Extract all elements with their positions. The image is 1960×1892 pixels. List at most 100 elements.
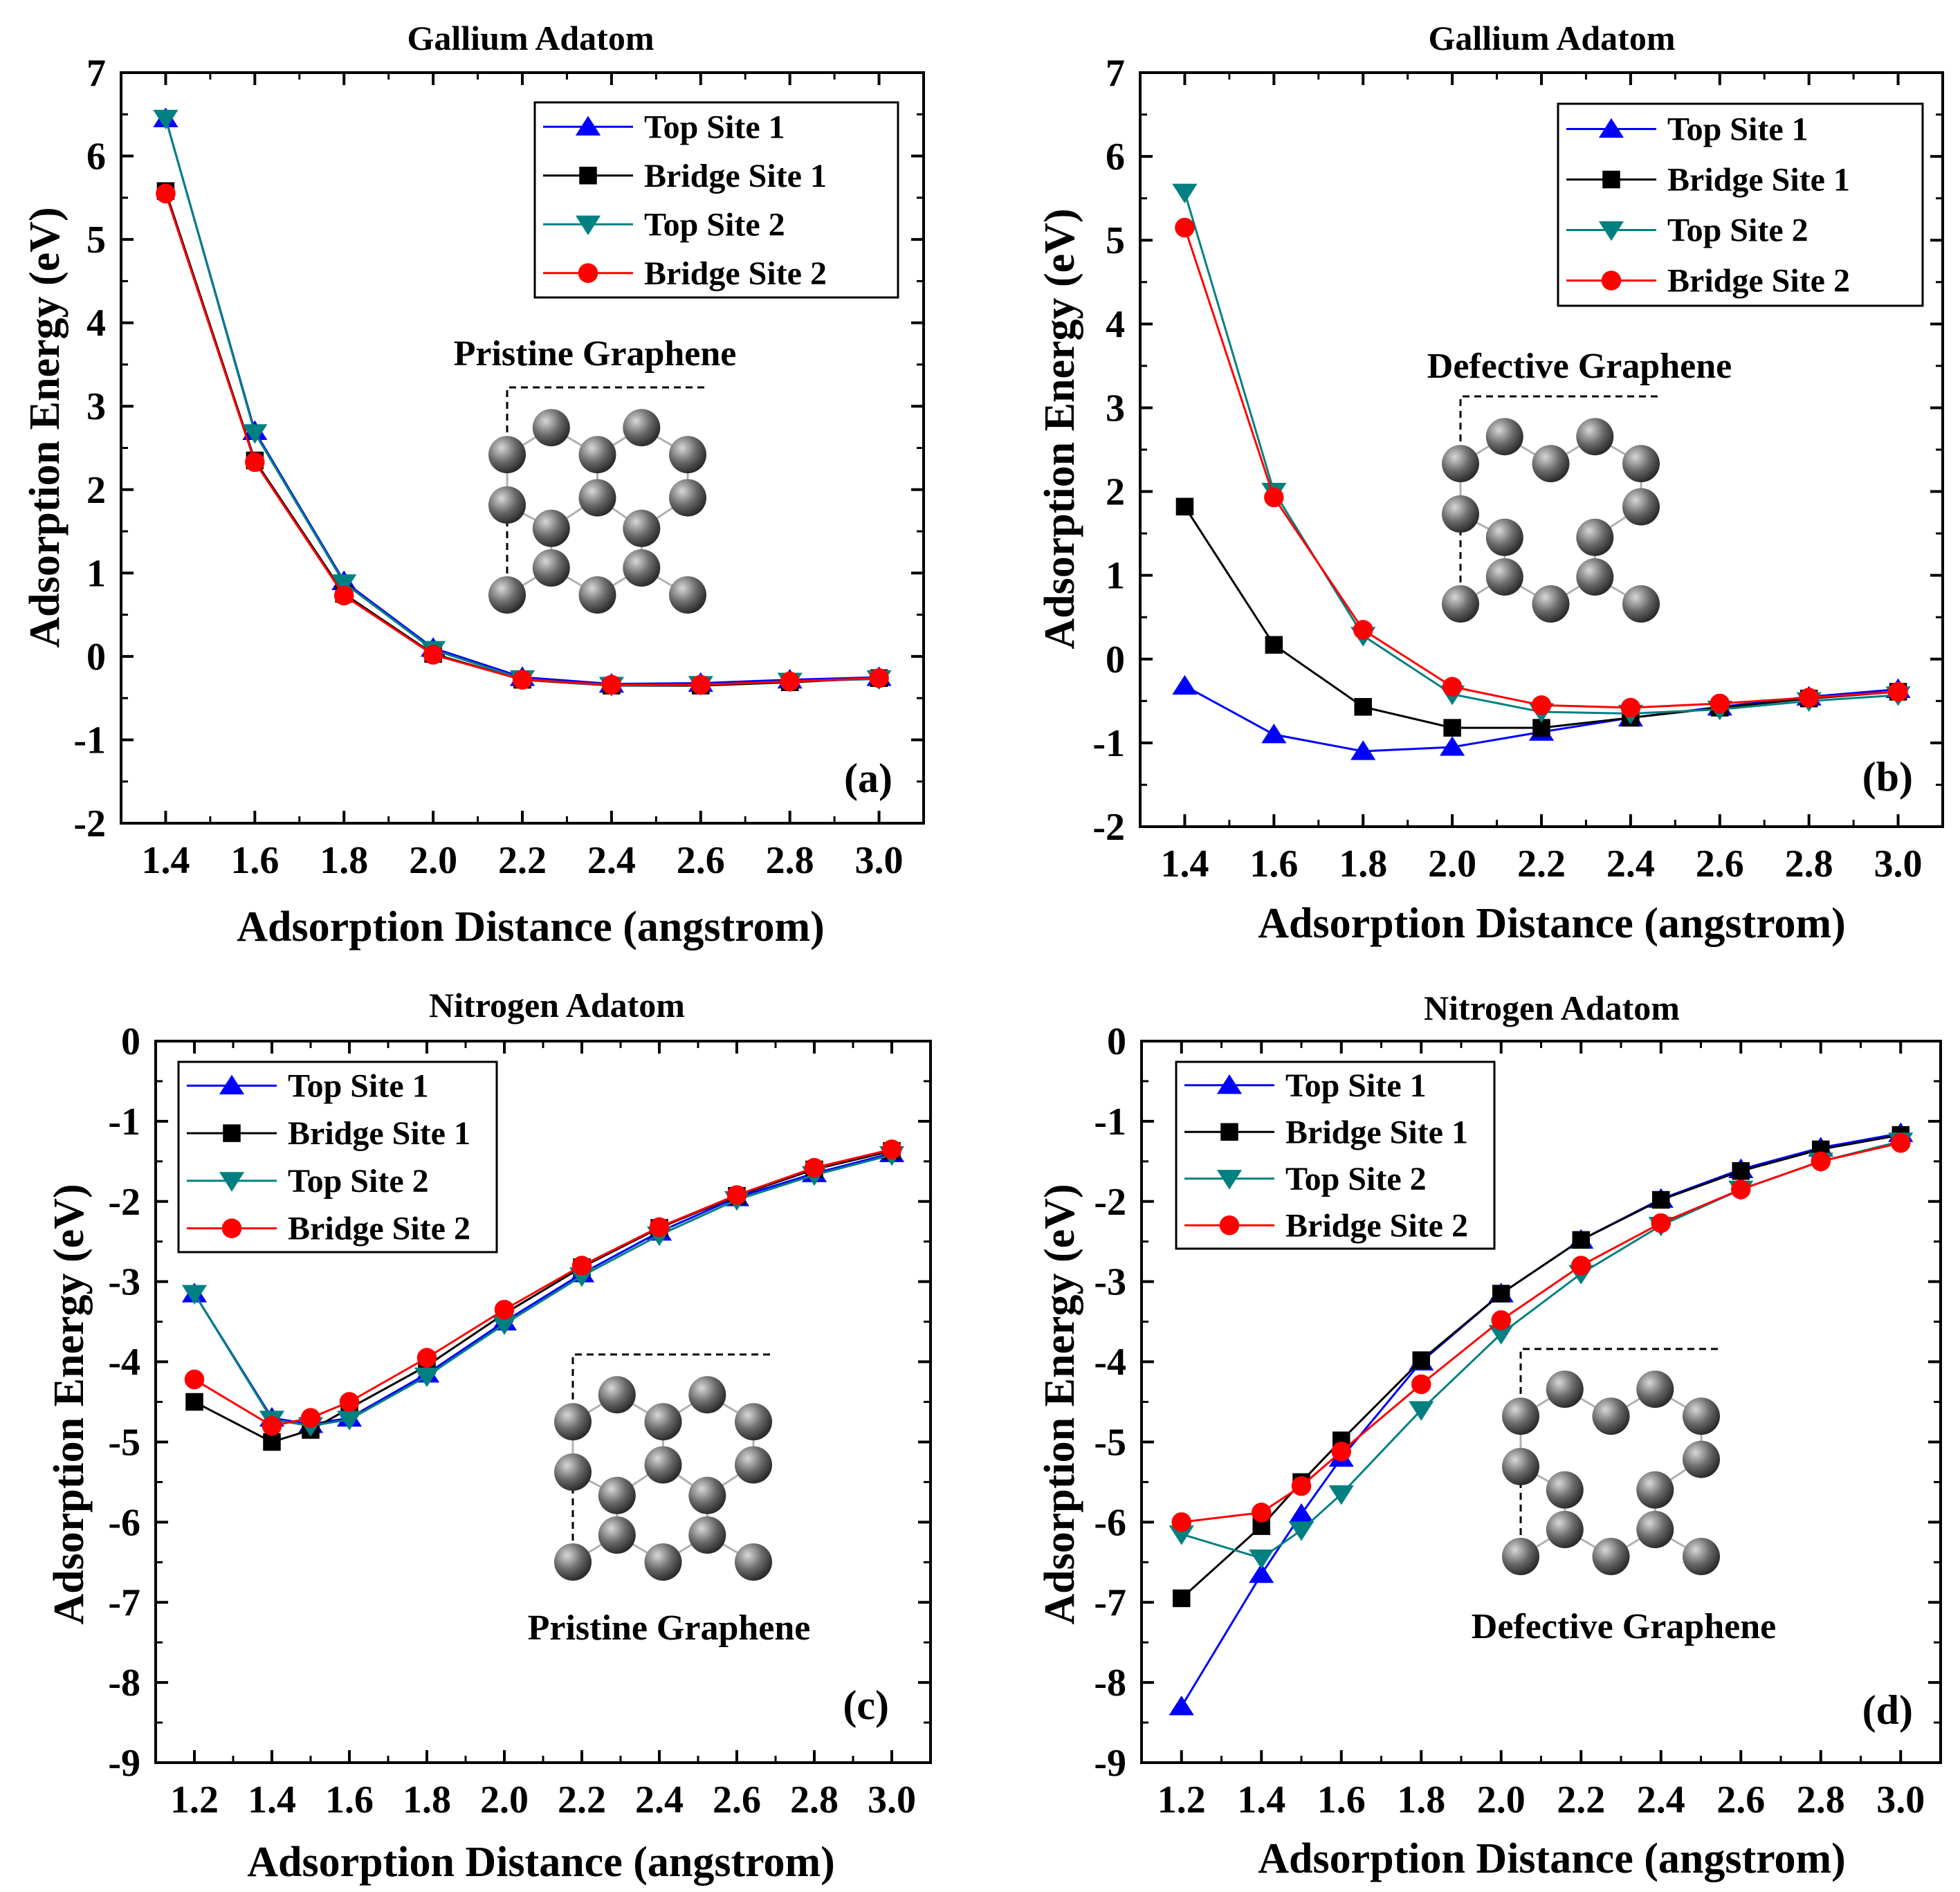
data-point	[1175, 217, 1195, 238]
carbon-atom	[1622, 445, 1660, 483]
chart-title: Gallium Adatom	[407, 19, 654, 57]
y-tick-label: -5	[1094, 1421, 1126, 1464]
y-tick-label: 3	[1106, 387, 1125, 430]
data-point	[1731, 1179, 1751, 1200]
carbon-atom	[623, 509, 661, 547]
y-tick-label: -1	[1092, 722, 1125, 765]
x-tick-label: 2.0	[1477, 1779, 1526, 1821]
chart-title: Nitrogen Adatom	[1424, 989, 1680, 1027]
y-tick-label: -2	[1094, 1181, 1126, 1224]
x-tick-label: 1.6	[1249, 843, 1298, 885]
legend-item: Top Site 1	[187, 1067, 429, 1104]
data-point	[601, 674, 622, 695]
data-point	[1412, 1351, 1430, 1369]
data-point	[1353, 620, 1373, 640]
data-point	[1169, 1696, 1194, 1716]
data-point	[1442, 677, 1463, 697]
data-point	[1172, 674, 1198, 695]
data-point	[1571, 1256, 1591, 1276]
data-point	[1261, 724, 1287, 744]
data-point	[1249, 1549, 1274, 1570]
x-tick-label: 1.2	[1157, 1779, 1206, 1821]
legend-marker	[1219, 1215, 1240, 1236]
legend-label: Bridge Site 2	[1667, 263, 1850, 300]
carbon-atom	[1485, 418, 1523, 456]
y-tick-label: -1	[1094, 1101, 1126, 1144]
carbon-atom	[532, 509, 570, 547]
legend-label: Top Site 1	[1285, 1067, 1427, 1104]
legend-label: Bridge Site 1	[644, 158, 827, 194]
data-point	[414, 1367, 440, 1388]
y-tick-label: 0	[1107, 1020, 1126, 1063]
carbon-atom	[1622, 585, 1660, 623]
carbon-atom	[1532, 445, 1570, 483]
legend-label: Top Site 1	[1667, 111, 1808, 148]
carbon-atom	[1442, 495, 1479, 533]
legend-marker	[1601, 270, 1622, 291]
x-tick-label: 2.2	[558, 1779, 606, 1821]
data-point	[1620, 697, 1641, 718]
data-point	[649, 1217, 670, 1238]
data-point	[1572, 1231, 1590, 1249]
x-tick-label: 2.2	[1557, 1779, 1605, 1821]
x-tick-label: 2.4	[1637, 1779, 1685, 1821]
y-tick-label: 4	[86, 302, 106, 345]
legend-item: Bridge Site 2	[1566, 263, 1850, 300]
y-tick-label: -8	[1094, 1662, 1126, 1705]
carbon-atom	[1636, 1370, 1674, 1408]
carbon-atom	[1502, 1538, 1539, 1575]
legend-marker	[219, 1172, 245, 1192]
carbon-atom	[532, 549, 570, 587]
y-tick-label: 3	[86, 385, 106, 428]
inset-dashed-border	[1459, 395, 1661, 618]
series-bridge-site-2	[184, 1139, 902, 1436]
y-tick-label: 2	[86, 469, 106, 512]
x-tick-label: 2.2	[498, 839, 547, 882]
y-tick-label: 2	[1106, 471, 1125, 514]
legend-marker	[575, 215, 601, 235]
data-point	[416, 1348, 437, 1368]
x-tick-label: 1.2	[170, 1779, 219, 1821]
data-point	[263, 1433, 281, 1451]
inset-label: Pristine Graphene	[528, 1608, 811, 1648]
carbon-atom	[669, 576, 706, 614]
data-point	[869, 668, 889, 688]
legend-item: Top Site 1	[1184, 1067, 1427, 1104]
data-point	[1439, 736, 1465, 756]
plot-area: 1.2 1.4 1.6 1.8 2.0 2.2 2.4 2.6 2.8 3.0 -9 -8 -7 -6 -5…	[108, 1020, 932, 1821]
x-tick-label: 2.6	[1716, 1779, 1765, 1821]
plot-area: 1.2 1.4 1.6 1.8 2.0 2.2 2.4 2.6 2.8 3.0 -9 -8 -7 -6 -5…	[1094, 1020, 1942, 1821]
carbon-atom	[669, 479, 706, 517]
legend-label: Bridge Site 1	[1667, 162, 1850, 199]
carbon-atom	[1576, 558, 1614, 596]
data-point	[1732, 1161, 1750, 1180]
carbon-atom	[688, 1476, 726, 1514]
carbon-atom	[688, 1516, 726, 1554]
y-tick-label: 7	[86, 52, 106, 95]
carbon-atom	[735, 1446, 772, 1484]
data-point	[1173, 1589, 1191, 1608]
x-tick-label: 3.0	[868, 1779, 916, 1821]
data-point	[184, 1369, 205, 1390]
data-point	[1169, 1525, 1194, 1545]
y-axis-label: Adsorption Energy (eV)	[1036, 208, 1083, 649]
x-axis-label: Adsorption Distance (angstrom)	[237, 903, 825, 950]
x-tick-label: 2.8	[766, 839, 814, 882]
x-tick-label: 3.0	[1876, 1779, 1925, 1821]
carbon-atom	[1546, 1511, 1584, 1548]
carbon-atom	[1683, 1440, 1720, 1478]
x-tick-label: 2.8	[1797, 1779, 1845, 1821]
x-tick-label: 3.0	[1874, 843, 1923, 885]
carbon-atom	[644, 1403, 682, 1441]
y-tick-label: 5	[86, 219, 106, 261]
x-tick-label: 2.2	[1517, 843, 1566, 885]
data-point	[1354, 698, 1372, 716]
series-bridge-site-2	[1171, 1132, 1911, 1532]
inset-dashed-border	[571, 1353, 773, 1576]
legend-item: Bridge Site 2	[543, 255, 827, 292]
x-tick-label: 1.8	[320, 839, 368, 882]
data-point	[245, 452, 265, 472]
legend-label: Top Site 2	[1667, 212, 1808, 249]
data-point	[1891, 1132, 1911, 1153]
legend: Top Site 1 Bridge Site 1 Top Site 2 Bridge …	[1557, 102, 1924, 307]
